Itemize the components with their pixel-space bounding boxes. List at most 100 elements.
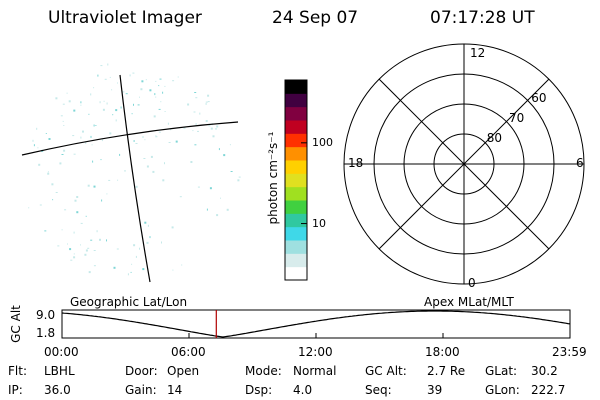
colorbar-segment <box>285 173 307 188</box>
emission-speckle <box>207 101 210 103</box>
status-key: GC Alt: <box>365 364 407 378</box>
status-value: 222.7 <box>531 383 566 397</box>
emission-speckle <box>45 133 47 134</box>
emission-speckle <box>226 208 229 211</box>
emission-speckle <box>207 94 210 97</box>
emission-speckle <box>137 104 140 106</box>
emission-speckle <box>162 179 165 182</box>
emission-speckle <box>142 268 145 271</box>
emission-speckle <box>76 211 79 214</box>
emission-speckle <box>76 196 79 198</box>
mlt-label: 18 <box>348 156 364 170</box>
emission-speckle <box>93 185 96 188</box>
emission-speckle <box>142 136 144 138</box>
emission-speckle <box>38 163 41 166</box>
emission-speckle <box>147 224 149 227</box>
emission-speckle <box>73 231 75 234</box>
emission-speckle <box>158 108 161 110</box>
emission-speckle <box>131 263 133 265</box>
emission-speckle <box>88 113 90 115</box>
emission-speckle <box>93 124 95 127</box>
emission-speckle <box>101 139 103 142</box>
emission-speckle <box>90 239 93 241</box>
status-value: Normal <box>293 364 337 378</box>
emission-speckle <box>162 91 164 94</box>
colorbar-segment <box>285 133 307 148</box>
emission-speckle <box>32 139 34 142</box>
emission-speckle <box>154 93 156 96</box>
geographic-panel-label: Geographic Lat/Lon <box>70 295 188 309</box>
colorbar-segment <box>285 226 307 241</box>
emission-speckle <box>88 271 91 274</box>
emission-speckle <box>73 153 76 155</box>
emission-speckle <box>153 115 156 118</box>
status-key: GLon: <box>485 383 520 397</box>
emission-speckle <box>106 102 108 105</box>
emission-speckle <box>197 186 200 188</box>
altitude-ytick-top: 9.0 <box>36 308 56 322</box>
emission-speckle <box>146 241 149 244</box>
emission-speckle <box>124 170 126 172</box>
emission-speckle <box>129 74 131 77</box>
emission-speckle <box>93 250 96 251</box>
emission-speckle <box>237 179 240 182</box>
altitude-xtick-label: 12:00 <box>298 345 333 359</box>
emission-speckle <box>195 97 198 99</box>
colorbar-segment <box>285 213 307 228</box>
emission-speckle <box>103 100 105 102</box>
colorbar-tick-label: 10 <box>312 216 326 230</box>
emission-speckle <box>59 162 62 165</box>
emission-speckle <box>96 230 98 233</box>
emission-speckle <box>170 129 172 131</box>
emission-speckle <box>48 138 51 140</box>
emission-speckle <box>164 111 166 112</box>
emission-speckle <box>99 101 101 104</box>
instrument-title: Ultraviolet Imager <box>48 8 202 28</box>
altitude-ylabel: GC Alt <box>9 305 23 343</box>
emission-speckle <box>44 230 47 232</box>
emission-speckle <box>55 192 58 193</box>
status-value: Open <box>167 364 200 378</box>
uv-image-disk <box>21 63 241 283</box>
emission-speckle <box>161 241 162 244</box>
emission-speckle <box>155 96 157 98</box>
status-value: 30.2 <box>531 364 558 378</box>
mlt-label: 12 <box>470 46 486 60</box>
emission-speckle <box>111 89 113 91</box>
emission-speckle <box>100 65 103 67</box>
status-value: 2.7 Re <box>427 364 466 378</box>
emission-speckle <box>85 249 88 252</box>
emission-speckle <box>183 126 186 129</box>
emission-speckle <box>72 135 75 137</box>
status-value: 14 <box>167 383 183 397</box>
emission-speckle <box>115 109 118 112</box>
emission-speckle <box>60 115 63 117</box>
emission-speckle <box>93 265 96 267</box>
altitude-ytick-bottom: 1.8 <box>36 326 56 340</box>
emission-speckle <box>164 85 166 87</box>
emission-speckle <box>63 149 66 152</box>
emission-speckle <box>69 248 72 251</box>
emission-speckle <box>155 80 157 82</box>
emission-speckle <box>168 142 171 143</box>
emission-speckle <box>199 112 201 115</box>
emission-speckle <box>193 111 196 113</box>
emission-speckle <box>122 91 125 93</box>
emission-speckle <box>37 147 39 149</box>
emission-speckle <box>164 162 165 165</box>
emission-speckle <box>209 187 212 190</box>
colorbar-unit-label: photon cm⁻²s⁻¹ <box>266 131 280 225</box>
colorbar-segment <box>285 186 307 201</box>
emission-speckle <box>104 78 107 80</box>
emission-speckle <box>80 104 82 106</box>
colorbar-segment <box>285 146 307 161</box>
status-value: 36.0 <box>44 383 71 397</box>
status-key: GLat: <box>485 364 518 378</box>
emission-speckle <box>70 259 73 261</box>
emission-speckle <box>216 214 219 217</box>
emission-speckle <box>97 74 99 77</box>
emission-speckle <box>172 80 175 82</box>
emission-speckle <box>102 108 105 111</box>
colorbar-segment <box>285 160 307 174</box>
emission-speckle <box>95 125 97 126</box>
